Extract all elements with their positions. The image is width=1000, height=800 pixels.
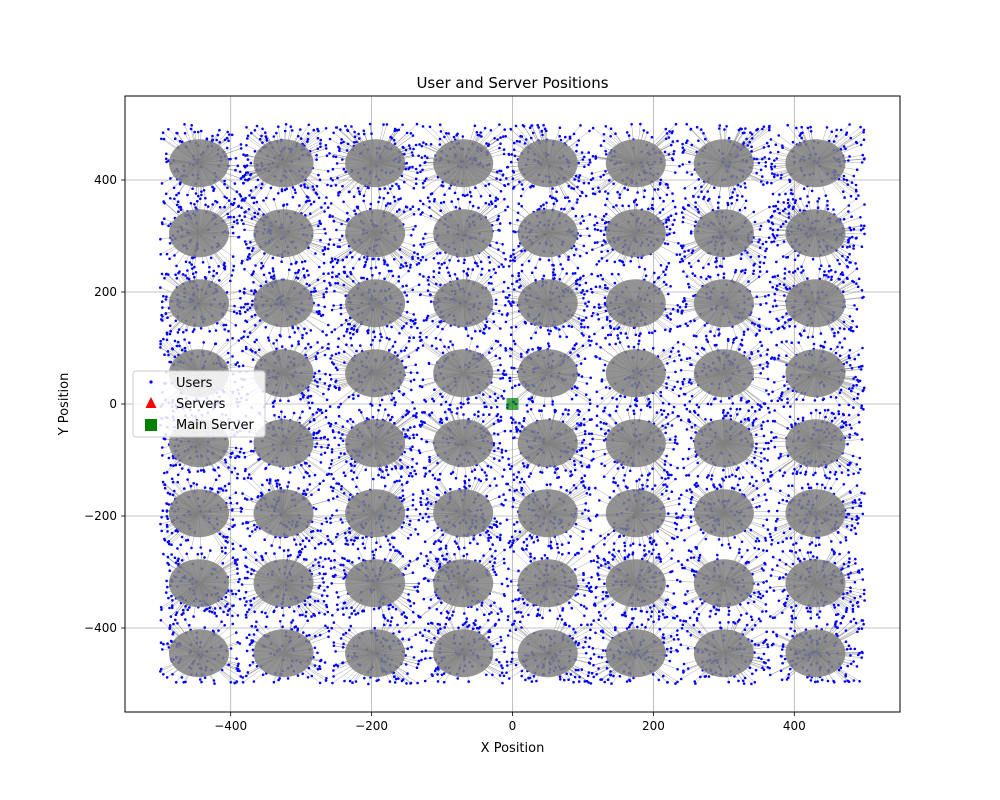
x-tick-label: 400 <box>783 719 806 733</box>
server-cluster-core <box>345 559 406 608</box>
server-cluster-core <box>253 209 314 258</box>
legend-box <box>132 370 266 438</box>
server-cluster-core <box>253 629 314 678</box>
server-cluster-core <box>785 629 846 678</box>
server-cluster-core <box>693 559 754 608</box>
chart-title: User and Server Positions <box>416 74 608 92</box>
y-tick-label: −400 <box>84 621 117 635</box>
server-cluster-core <box>517 419 578 468</box>
server-cluster-core <box>433 419 494 468</box>
server-cluster-core <box>785 559 846 608</box>
x-tick-label: 200 <box>642 719 665 733</box>
server-cluster-core <box>345 419 406 468</box>
server-cluster-core <box>605 629 666 678</box>
server-cluster-core <box>605 559 666 608</box>
x-axis-label: X Position <box>481 741 545 756</box>
server-cluster-core <box>605 279 666 328</box>
y-tick-label: 0 <box>109 397 117 411</box>
server-cluster-core <box>517 629 578 678</box>
server-cluster-core <box>785 349 846 398</box>
server-cluster-core <box>517 139 578 188</box>
server-cluster-core <box>785 419 846 468</box>
server-cluster-core <box>785 209 846 258</box>
server-cluster-core <box>517 489 578 538</box>
server-cluster-core <box>168 559 229 608</box>
server-cluster-core <box>785 279 846 328</box>
server-cluster-core <box>433 209 494 258</box>
server-cluster-core <box>433 559 494 608</box>
server-cluster-core <box>785 489 846 538</box>
server-cluster-core <box>168 139 229 188</box>
server-cluster-core <box>345 279 406 328</box>
server-cluster-core <box>693 349 754 398</box>
server-cluster-core <box>605 349 666 398</box>
x-tick-label: 0 <box>509 719 517 733</box>
server-cluster-core <box>345 349 406 398</box>
server-cluster-core <box>345 629 406 678</box>
server-cluster-core <box>168 209 229 258</box>
y-tick-label: −200 <box>84 509 117 523</box>
server-cluster-core <box>345 489 406 538</box>
server-cluster-core <box>785 139 846 188</box>
server-cluster-core <box>605 419 666 468</box>
server-cluster-core <box>517 279 578 328</box>
server-cluster-core <box>345 209 406 258</box>
server-cluster-core <box>517 349 578 398</box>
legend-main-server-marker <box>145 419 157 431</box>
legend-main-server-label: Main Server <box>176 418 254 433</box>
server-cluster-core <box>168 629 229 678</box>
server-cluster-core <box>693 629 754 678</box>
legend-servers-label: Servers <box>176 397 226 412</box>
legend-users-label: Users <box>176 376 213 391</box>
server-cluster-core <box>433 629 494 678</box>
server-cluster-core <box>253 139 314 188</box>
server-cluster-core <box>433 489 494 538</box>
server-cluster-core <box>605 209 666 258</box>
server-cluster-core <box>253 559 314 608</box>
main-server-marker <box>506 398 519 410</box>
server-cluster-core <box>168 279 229 328</box>
server-cluster-core <box>693 209 754 258</box>
server-cluster-core <box>253 419 314 468</box>
server-cluster-core <box>168 489 229 538</box>
server-cluster-core <box>517 559 578 608</box>
server-cluster-core <box>253 489 314 538</box>
server-cluster-core <box>693 419 754 468</box>
legend-users-marker <box>149 380 153 384</box>
server-cluster-core <box>693 489 754 538</box>
y-axis-ticks: −400 −200 0 200 400 <box>84 173 125 635</box>
server-cluster-core <box>605 489 666 538</box>
server-cluster-core <box>433 349 494 398</box>
server-cluster-core <box>253 279 314 328</box>
legend: Users Servers Main Server <box>132 370 266 438</box>
server-cluster-core <box>433 139 494 188</box>
server-cluster-core <box>693 139 754 188</box>
y-tick-label: 200 <box>94 285 117 299</box>
server-cluster-core <box>693 279 754 328</box>
server-clusters <box>168 139 846 678</box>
y-axis-label: Y Position <box>57 373 72 437</box>
x-tick-label: −200 <box>355 719 388 733</box>
server-cluster-core <box>253 349 314 398</box>
y-tick-label: 400 <box>94 173 117 187</box>
server-cluster-core <box>433 279 494 328</box>
legend-servers-marker <box>145 397 157 408</box>
x-tick-label: −400 <box>214 719 247 733</box>
x-axis-ticks: −400 −200 0 200 400 <box>214 712 806 733</box>
server-cluster-core <box>605 139 666 188</box>
server-cluster-core <box>345 139 406 188</box>
server-cluster-core <box>517 209 578 258</box>
